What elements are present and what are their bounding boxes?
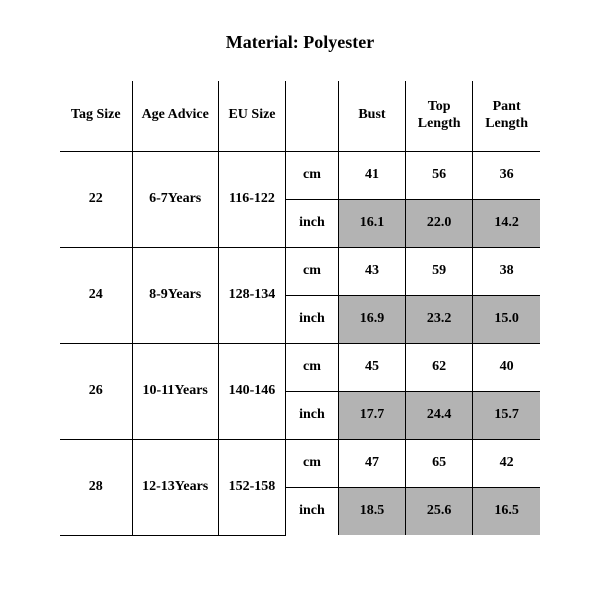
cell-top-length: 62 (406, 343, 473, 391)
cell-pant-length: 16.5 (473, 487, 540, 535)
cell-top-length: 24.4 (406, 391, 473, 439)
cell-top-length: 25.6 (406, 487, 473, 535)
col-tag-size: Tag Size (60, 81, 132, 151)
col-pant-length: Pant Length (473, 81, 540, 151)
cell-bust: 16.9 (338, 295, 405, 343)
cell-bust: 47 (338, 439, 405, 487)
size-chart-table: Tag Size Age Advice EU Size Bust Top Len… (60, 81, 540, 536)
cell-pant-length: 38 (473, 247, 540, 295)
cell-bust: 41 (338, 151, 405, 199)
cell-pant-length: 15.7 (473, 391, 540, 439)
cell-pant-length: 36 (473, 151, 540, 199)
cell-age-advice: 6-7Years (132, 151, 218, 247)
cell-unit: cm (286, 439, 339, 487)
cell-eu-size: 116-122 (218, 151, 285, 247)
cell-bust: 16.1 (338, 199, 405, 247)
cell-bust: 43 (338, 247, 405, 295)
cell-age-advice: 10-11Years (132, 343, 218, 439)
page-root: Material: Polyester Tag Size Age Advice … (0, 0, 600, 600)
cell-pant-length: 42 (473, 439, 540, 487)
table-row: 22 6-7Years 116-122 cm 41 56 36 (60, 151, 540, 199)
cell-top-length: 65 (406, 439, 473, 487)
cell-unit: inch (286, 391, 339, 439)
col-eu-size: EU Size (218, 81, 285, 151)
cell-pant-length: 40 (473, 343, 540, 391)
cell-unit: inch (286, 199, 339, 247)
cell-age-advice: 8-9Years (132, 247, 218, 343)
cell-bust: 45 (338, 343, 405, 391)
header-row: Tag Size Age Advice EU Size Bust Top Len… (60, 81, 540, 151)
cell-pant-length: 15.0 (473, 295, 540, 343)
cell-tag-size: 26 (60, 343, 132, 439)
cell-unit: cm (286, 151, 339, 199)
cell-top-length: 22.0 (406, 199, 473, 247)
col-bust: Bust (338, 81, 405, 151)
table-row: 24 8-9Years 128-134 cm 43 59 38 (60, 247, 540, 295)
cell-top-length: 23.2 (406, 295, 473, 343)
col-unit (286, 81, 339, 151)
cell-eu-size: 140-146 (218, 343, 285, 439)
cell-tag-size: 22 (60, 151, 132, 247)
cell-tag-size: 28 (60, 439, 132, 535)
cell-eu-size: 152-158 (218, 439, 285, 535)
cell-unit: inch (286, 295, 339, 343)
cell-unit: cm (286, 247, 339, 295)
cell-pant-length: 14.2 (473, 199, 540, 247)
col-age-advice: Age Advice (132, 81, 218, 151)
cell-bust: 18.5 (338, 487, 405, 535)
cell-age-advice: 12-13Years (132, 439, 218, 535)
col-top-length: Top Length (406, 81, 473, 151)
table-row: 28 12-13Years 152-158 cm 47 65 42 (60, 439, 540, 487)
table-row: 26 10-11Years 140-146 cm 45 62 40 (60, 343, 540, 391)
cell-bust: 17.7 (338, 391, 405, 439)
cell-unit: cm (286, 343, 339, 391)
cell-top-length: 56 (406, 151, 473, 199)
cell-eu-size: 128-134 (218, 247, 285, 343)
page-title: Material: Polyester (60, 32, 540, 53)
cell-unit: inch (286, 487, 339, 535)
cell-top-length: 59 (406, 247, 473, 295)
cell-tag-size: 24 (60, 247, 132, 343)
